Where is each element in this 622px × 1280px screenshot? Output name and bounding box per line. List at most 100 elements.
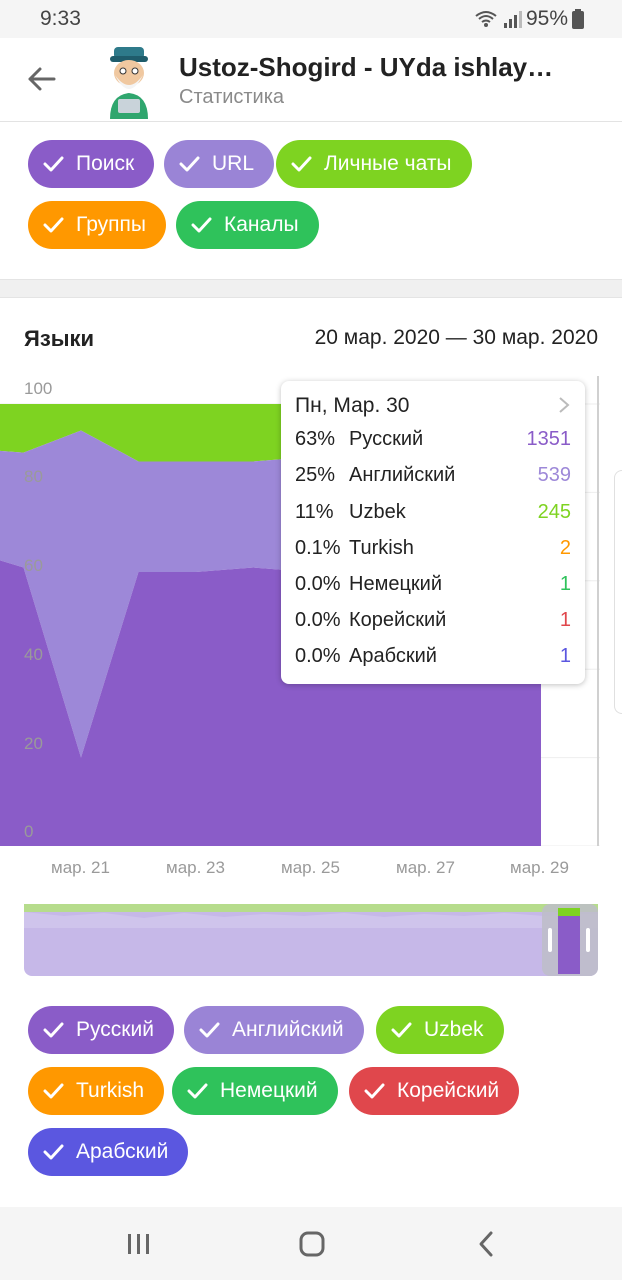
chip-label: Uzbek	[424, 1018, 484, 1041]
tooltip-language: Корейский	[349, 609, 447, 631]
chip-label: URL	[212, 152, 255, 175]
y-tick-label: 40	[24, 645, 43, 664]
tooltip-value: 245	[537, 501, 571, 523]
page-subtitle: Статистика	[179, 86, 285, 108]
status-bar: 9:33 95%	[0, 0, 622, 38]
y-tick-label: 60	[24, 556, 43, 575]
legend-chip-russian[interactable]: Русский	[28, 1006, 174, 1054]
checkmark-icon	[43, 1022, 64, 1038]
tooltip-percent: 0.0%	[295, 609, 341, 631]
legend-chip-german[interactable]: Немецкий	[172, 1067, 338, 1115]
section-title: Языки	[24, 326, 95, 351]
tooltip-date: Пн, Мар. 30	[295, 394, 410, 417]
chip-label: Корейский	[397, 1079, 500, 1102]
checkmark-icon	[291, 156, 312, 172]
range-selector[interactable]	[24, 904, 598, 976]
chip-label: Арабский	[76, 1140, 169, 1163]
filter-chip-private-chats[interactable]: Личные чаты	[276, 140, 472, 188]
range-selector-window-russian	[558, 908, 580, 974]
tooltip-value: 1	[559, 645, 571, 667]
y-tick-label: 80	[24, 467, 43, 486]
chip-label: Каналы	[224, 213, 299, 236]
chip-label: Поиск	[76, 152, 135, 175]
chip-label: Группы	[76, 213, 146, 236]
tooltip-row: 11% Uzbek 245	[295, 501, 571, 531]
range-selector-uzbek-band	[24, 904, 598, 912]
y-tick-label: 20	[24, 734, 43, 753]
tooltip-value: 539	[537, 464, 571, 486]
filter-chip-url[interactable]: URL	[164, 140, 275, 188]
tooltip-value: 1351	[526, 428, 572, 450]
tooltip-value: 2	[559, 537, 571, 559]
tooltip-language: Uzbek	[349, 501, 406, 523]
checkmark-icon	[187, 1083, 208, 1099]
system-nav-bar	[0, 1207, 622, 1280]
x-tick-label: мар. 27	[396, 858, 455, 877]
tooltip-value: 1	[559, 573, 571, 595]
tooltip-percent: 25%	[295, 464, 336, 486]
tooltip-row: 25% Английский 539	[295, 464, 571, 494]
filter-chip-search[interactable]: Поиск	[28, 140, 155, 188]
date-range[interactable]: 20 мар. 2020 — 30 мар. 2020	[314, 326, 598, 349]
tooltip-row: 63% Русский 1351	[295, 428, 571, 458]
recent-apps-icon[interactable]	[124, 1229, 154, 1259]
range-handle-left[interactable]	[548, 928, 552, 952]
checkmark-icon	[43, 1144, 64, 1160]
legend-chip-arabic[interactable]: Арабский	[28, 1128, 189, 1176]
range-handle-right[interactable]	[586, 928, 590, 952]
tooltip-percent: 0.0%	[295, 573, 341, 595]
back-arrow-icon[interactable]	[24, 62, 58, 96]
status-time: 9:33	[40, 7, 81, 30]
wifi-icon	[475, 11, 497, 27]
tooltip-language: Turkish	[349, 537, 414, 559]
checkmark-icon	[391, 1022, 412, 1038]
tooltip-language: Арабский	[349, 645, 437, 667]
battery-icon	[572, 9, 584, 29]
filter-chip-channels[interactable]: Каналы	[176, 201, 319, 249]
chevron-right-icon[interactable]	[557, 396, 571, 414]
chip-label: Личные чаты	[324, 152, 452, 175]
tooltip-percent: 11%	[295, 501, 334, 523]
checkmark-icon	[191, 217, 212, 233]
tooltip-percent: 0.0%	[295, 645, 341, 667]
tooltip-row: 0.0% Арабский 1	[295, 645, 571, 675]
checkmark-icon	[199, 1022, 220, 1038]
tooltip-language: Английский	[349, 464, 456, 486]
legend-chip-korean[interactable]: Корейский	[349, 1067, 520, 1115]
chip-label: Turkish	[76, 1079, 145, 1102]
x-tick-label: мар. 25	[281, 858, 340, 877]
chip-label: Английский	[232, 1018, 344, 1041]
checkmark-icon	[43, 1083, 64, 1099]
tooltip-percent: 63%	[295, 428, 336, 450]
back-icon[interactable]	[472, 1229, 502, 1259]
tooltip-percent: 0.1%	[295, 537, 341, 559]
chip-label: Немецкий	[220, 1079, 318, 1102]
range-selector-english-band	[24, 912, 598, 928]
checkmark-icon	[43, 156, 64, 172]
chart-tooltip[interactable]: Пн, Мар. 30 63% Русский 1351 25% Английс…	[281, 381, 585, 684]
range-selector-window-uzbek	[558, 908, 580, 916]
legend-chip-turkish[interactable]: Turkish	[28, 1067, 165, 1115]
x-tick-label: мар. 29	[510, 858, 569, 877]
legend-chip-uzbek[interactable]: Uzbek	[376, 1006, 504, 1054]
signal-icon	[503, 11, 522, 28]
filter-chip-groups[interactable]: Группы	[28, 201, 166, 249]
y-tick-label: 100	[24, 379, 53, 398]
home-icon[interactable]	[297, 1229, 327, 1259]
tooltip-row: 0.1% Turkish 2	[295, 537, 571, 567]
channel-avatar[interactable]	[100, 45, 158, 119]
tooltip-language: Русский	[349, 428, 424, 450]
legend-chip-english[interactable]: Английский	[184, 1006, 364, 1054]
tooltip-language: Немецкий	[349, 573, 442, 595]
x-tick-label: мар. 21	[51, 858, 110, 877]
y-tick-label: 0	[24, 822, 34, 841]
checkmark-icon	[43, 217, 64, 233]
status-icons: 95%	[474, 7, 584, 31]
side-panel-handle[interactable]	[614, 470, 622, 714]
tooltip-row: 0.0% Немецкий 1	[295, 573, 571, 603]
section-divider	[0, 279, 622, 298]
x-tick-label: мар. 23	[166, 858, 225, 877]
channel-title: Ustoz-Shogird - UYda ishlay…	[179, 52, 554, 82]
chip-label: Русский	[76, 1018, 154, 1041]
checkmark-icon	[179, 156, 200, 172]
